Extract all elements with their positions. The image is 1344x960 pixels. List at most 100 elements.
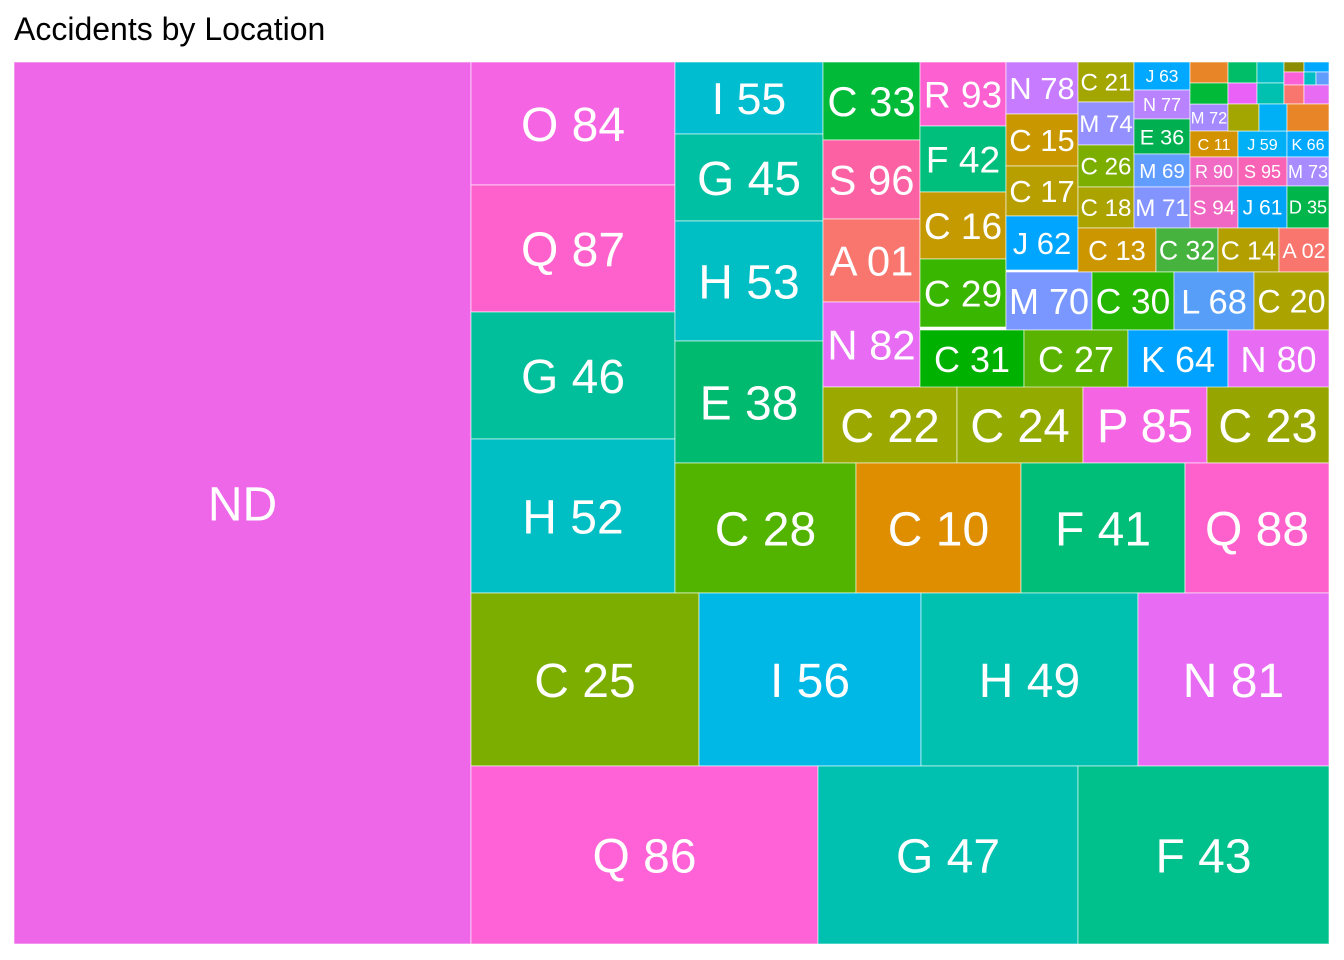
- treemap-tile-rect: [1283, 71, 1305, 86]
- treemap-tile: N 80: [1227, 329, 1330, 389]
- treemap-tile-rect: [1256, 61, 1285, 84]
- treemap-tile-rect: [470, 311, 676, 440]
- treemap-tile: C 11: [1189, 130, 1239, 158]
- treemap-tile-label: G 45: [697, 153, 801, 206]
- treemap-tile-rect: [1005, 165, 1079, 217]
- treemap-tile: [1256, 82, 1285, 105]
- treemap-tile-label: C 32: [1159, 236, 1215, 266]
- treemap-tile-label: E 38: [700, 377, 799, 430]
- treemap-tile-rect: [1133, 186, 1191, 229]
- treemap-tile: S 96: [822, 139, 921, 220]
- treemap-tile-rect: [1315, 71, 1330, 86]
- treemap-tile: F 43: [1077, 765, 1330, 945]
- treemap-tile-rect: [919, 258, 1007, 328]
- treemap-tile-rect: [822, 61, 921, 141]
- treemap-tile: C 16: [919, 191, 1007, 260]
- treemap-tile-label: H 49: [979, 655, 1080, 708]
- treemap-tile: H 49: [920, 592, 1139, 767]
- treemap-tile-rect: [1278, 227, 1330, 273]
- treemap-tile-label: Q 87: [521, 224, 625, 277]
- treemap-tile-rect: [919, 125, 1007, 193]
- treemap-tile-rect: [698, 592, 922, 767]
- treemap-tile-label: G 46: [521, 351, 625, 404]
- treemap-tile-rect: [1283, 84, 1305, 105]
- treemap-tile: C 29: [919, 258, 1007, 328]
- treemap-tile: Q 87: [470, 184, 676, 313]
- treemap-tile-rect: [855, 462, 1022, 594]
- treemap-tile-rect: [1283, 61, 1305, 73]
- treemap-tile: C 13: [1077, 227, 1157, 273]
- treemap-tile: D 35: [1286, 185, 1330, 229]
- treemap-tile-label: ND: [208, 478, 277, 531]
- treemap-tile-label: C 11: [1198, 136, 1231, 154]
- treemap-tile: C 15: [1005, 113, 1079, 167]
- treemap-tile: C 21: [1077, 61, 1135, 103]
- treemap-tile-rect: [1286, 130, 1330, 158]
- treemap-tile-label: N 82: [827, 322, 915, 369]
- treemap-tile-label: H 53: [698, 256, 799, 309]
- treemap-tile-label: G 47: [896, 830, 1000, 883]
- treemap-tile-label: P 85: [1097, 399, 1193, 452]
- treemap-tile-label: C 26: [1081, 154, 1132, 181]
- treemap-tile: [1283, 61, 1305, 73]
- chart-title: Accidents by Location: [14, 11, 326, 47]
- treemap-tile-rect: [674, 133, 824, 222]
- treemap-tile: F 42: [919, 125, 1007, 193]
- treemap-tile-rect: [1133, 61, 1191, 91]
- treemap-tile-rect: [1137, 592, 1330, 767]
- treemap-tile-label: C 28: [715, 503, 816, 556]
- treemap-tile-rect: [1020, 462, 1186, 594]
- treemap-tile: K 64: [1127, 329, 1229, 389]
- treemap-tile-rect: [1303, 71, 1317, 86]
- treemap-tile: [1227, 103, 1260, 132]
- treemap-tile-label: C 10: [888, 503, 989, 556]
- treemap-tile-rect: [919, 191, 1007, 260]
- treemap-tile: [1189, 82, 1229, 105]
- treemap-tile: C 32: [1155, 227, 1219, 273]
- treemap-tile-rect: [13, 61, 472, 945]
- treemap-tile: A 01: [822, 218, 921, 303]
- treemap-tile-label: N 78: [1009, 71, 1074, 106]
- treemap-tile-label: J 61: [1243, 197, 1283, 220]
- treemap-tile-rect: [1227, 329, 1330, 389]
- treemap-tile-label: C 31: [934, 339, 1010, 380]
- treemap-tile-rect: [1005, 271, 1093, 331]
- treemap-tile-label: S 95: [1244, 162, 1281, 182]
- treemap-tile: C 27: [1023, 329, 1129, 389]
- treemap-tile-label: C 27: [1038, 339, 1114, 380]
- treemap-tile-rect: [1189, 185, 1239, 229]
- treemap-tile-rect: [1256, 82, 1285, 105]
- treemap-tile-rect: [1258, 103, 1288, 132]
- treemap-tile: [1283, 71, 1305, 86]
- treemap-tile-label: A 02: [1282, 238, 1325, 263]
- treemap-tile: [1227, 82, 1258, 105]
- treemap-tile: [1286, 103, 1330, 132]
- treemap-tile: G 46: [470, 311, 676, 440]
- treemap-tile: M 71: [1133, 186, 1191, 229]
- treemap-tile-label: I 55: [712, 75, 786, 124]
- treemap-tile-rect: [1133, 153, 1191, 188]
- treemap-tile-label: C 23: [1218, 399, 1317, 452]
- treemap-tile-rect: [470, 592, 700, 767]
- treemap-tile: M 73: [1286, 156, 1330, 187]
- treemap-tile-rect: [1082, 386, 1208, 464]
- treemap-tile-rect: [1189, 82, 1229, 105]
- treemap-tile-rect: [1091, 271, 1175, 331]
- treemap-tile: J 62: [1005, 215, 1079, 271]
- treemap-tile-label: C 25: [534, 655, 635, 708]
- treemap-tile-rect: [919, 61, 1007, 127]
- treemap-tile: E 38: [674, 340, 824, 464]
- treemap-tile-label: F 43: [1155, 830, 1251, 883]
- treemap-tile-rect: [1303, 61, 1330, 73]
- treemap-tile: [1256, 61, 1285, 84]
- treemap-tile-rect: [1023, 329, 1129, 389]
- treemap-tile-rect: [470, 184, 676, 313]
- treemap-tile-rect: [1286, 185, 1330, 229]
- treemap-tile: [1315, 71, 1330, 86]
- treemap-tile-label: F 41: [1055, 503, 1151, 556]
- treemap-tile-rect: [1077, 186, 1135, 229]
- treemap-tile: C 20: [1253, 271, 1330, 331]
- treemap-tile: G 47: [817, 765, 1079, 945]
- treemap-tile: N 82: [822, 301, 921, 388]
- treemap-tile-label: L 68: [1181, 283, 1247, 321]
